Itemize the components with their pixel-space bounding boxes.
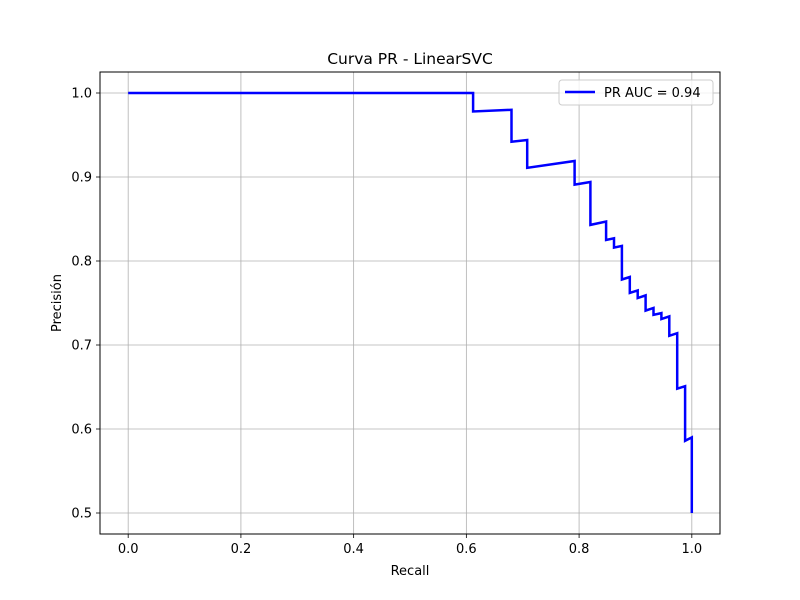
y-tick-label: 0.5 [71,507,92,522]
y-tick-label: 0.6 [71,423,92,438]
series-layer [128,91,694,513]
x-tick-label: 0.4 [343,542,364,557]
x-tick-label: 1.0 [681,542,702,557]
y-tick-label: 0.9 [71,171,92,186]
legend-box [558,79,714,106]
pr-curve-line [128,91,694,513]
y-tick-label: 1.0 [71,87,92,102]
plot-frame [99,71,721,535]
x-tick-label: 0.0 [118,542,139,557]
legend: PR AUC = 0.94 [558,79,714,106]
legend-label: PR AUC = 0.94 [604,86,701,101]
tick-layer: 0.0 0.2 0.4 0.6 0.8 1.0 0.5 0.6 0.7 0.8 0.9 1.0 [71,87,702,558]
x-tick-label: 0.8 [569,542,590,557]
y-tick-label: 0.7 [71,339,92,354]
x-axis-title: Recall [391,564,430,579]
y-axis-title: Precisión [50,274,65,332]
y-tick-label: 0.8 [71,255,92,270]
chart-title: Curva PR - LinearSVC [327,50,493,68]
x-tick-label: 0.6 [456,542,477,557]
x-tick-label: 0.2 [231,542,252,557]
grid-layer [100,72,720,534]
